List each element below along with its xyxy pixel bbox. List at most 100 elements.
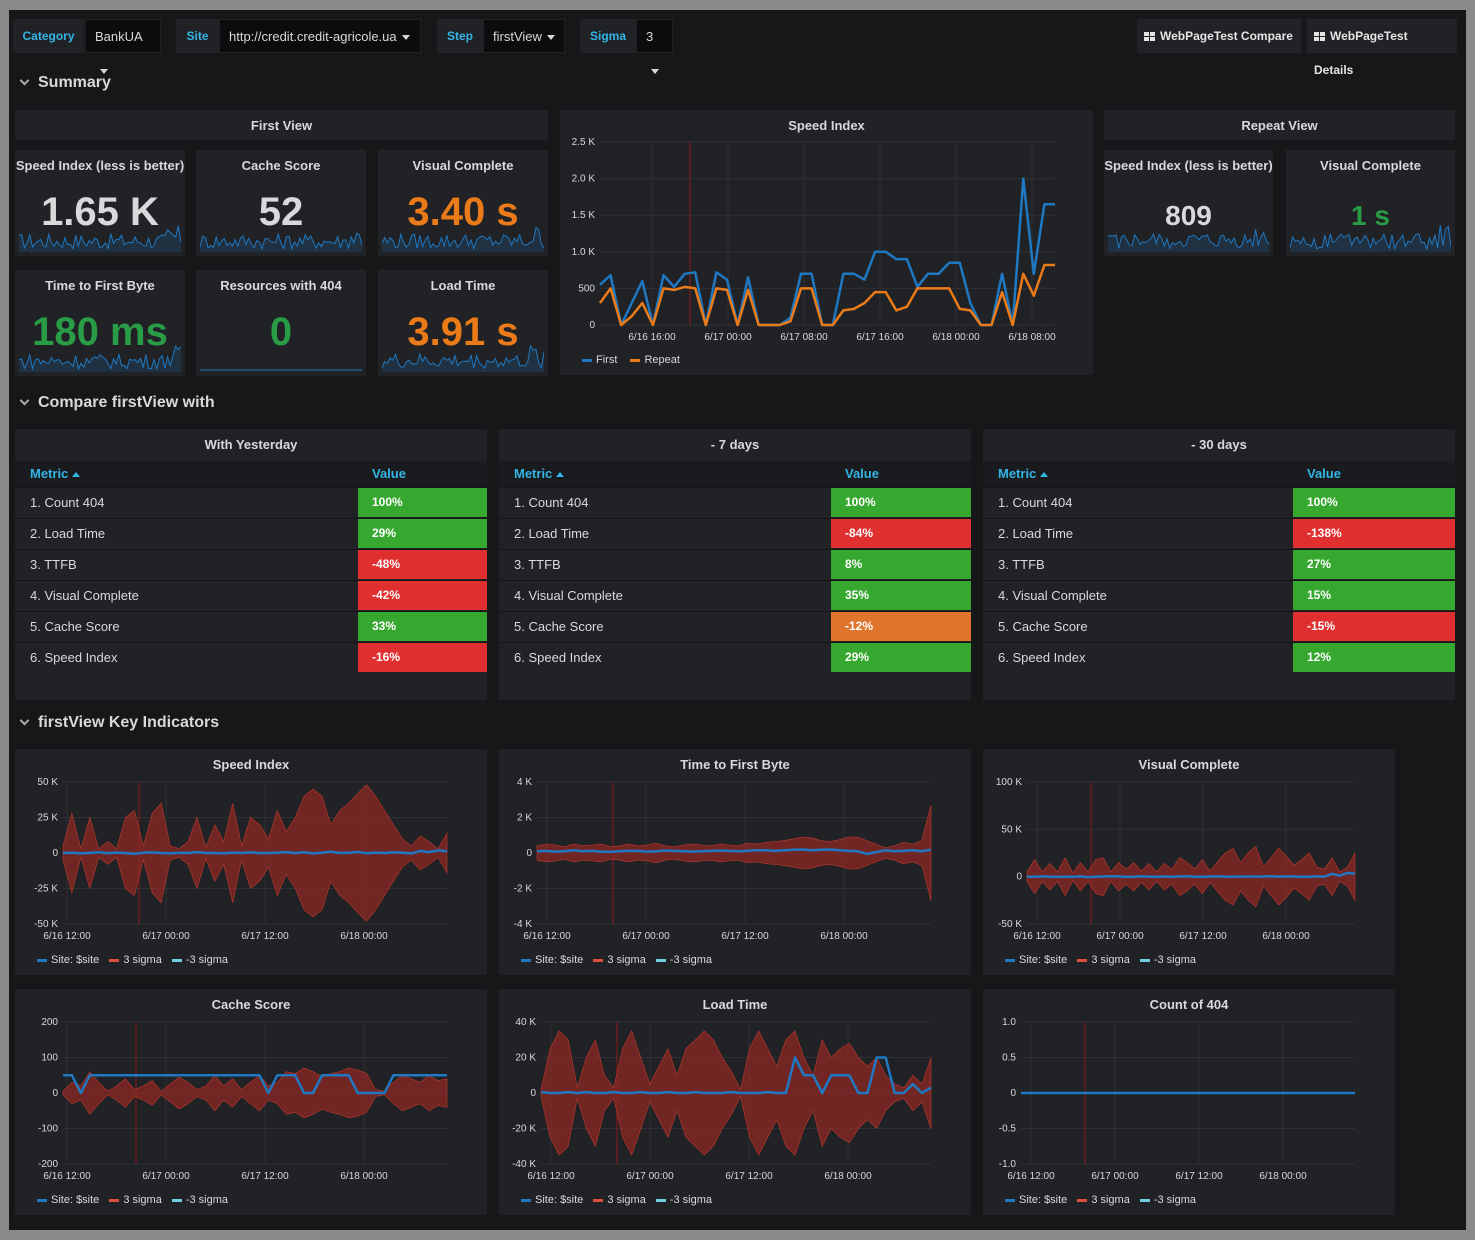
legend-item-minus-sigma[interactable]: -3 sigma xyxy=(171,954,229,966)
legend-swatch xyxy=(521,1198,531,1202)
var-select-step[interactable]: firstView xyxy=(483,19,565,53)
legend-item-plus-sigma[interactable]: 3 sigma xyxy=(1077,954,1130,966)
panel-title: Repeat View xyxy=(1241,118,1318,133)
legend-item-minus-sigma[interactable]: -3 sigma xyxy=(1139,954,1196,966)
legend-item-minus-sigma[interactable]: -3 sigma xyxy=(655,954,713,966)
column-header-value[interactable]: Value xyxy=(845,466,879,481)
legend-item-site[interactable]: Site: $site xyxy=(521,954,583,966)
var-value-site: http://credit.credit-agricole.ua xyxy=(229,29,397,44)
legend-item-site[interactable]: Site: $site xyxy=(37,1194,99,1206)
var-label-category: Category xyxy=(13,19,84,53)
var-select-site[interactable]: http://credit.credit-agricole.ua xyxy=(219,19,421,53)
legend-item-plus-sigma[interactable]: 3 sigma xyxy=(1077,1194,1130,1206)
key-indicator-chart: 40 K 20 K 0 -20 K -40 K6/16 12:00 6/17 00:00 6… xyxy=(512,1017,932,1182)
y-tick-label: 4 K xyxy=(517,777,532,788)
stat-value: 3.91 s xyxy=(407,310,519,354)
table-row: 3. TTFB -48% xyxy=(15,549,487,579)
sparkline xyxy=(200,369,362,371)
key-indicator-chart: 4 K 2 K 0 -2 K -4 K6/16 12:00 6/17 00:00 6/17 … xyxy=(514,777,932,942)
key-indicator-panel: Count of 404 1.0 0.5 0 -0.5 -1.0 6/16 12:00 6/1… xyxy=(983,989,1395,1215)
legend-label: -3 sigma xyxy=(185,954,229,966)
table-row: 1. Count 404 100% xyxy=(983,487,1455,517)
caret-down-icon xyxy=(401,35,410,41)
stat-value: 1 s xyxy=(1351,200,1390,231)
legend-item-site[interactable]: Site: $site xyxy=(1005,1194,1067,1206)
compare-table-panel: - 7 days Metric Value 1. Count 404 100% 2. Lo… xyxy=(499,429,971,700)
column-header-metric[interactable]: Metric xyxy=(998,466,1049,481)
column-header-metric[interactable]: Metric xyxy=(30,466,81,481)
x-tick-label: 6/17 00:00 xyxy=(1096,931,1144,942)
first-view-header: First View xyxy=(15,110,548,140)
y-tick-label: 1.0 K xyxy=(572,247,596,258)
legend-item-minus-sigma[interactable]: -3 sigma xyxy=(1139,1194,1196,1206)
stat-title: Visual Complete xyxy=(412,158,514,173)
legend-item-plus-sigma[interactable]: 3 sigma xyxy=(109,1194,162,1206)
y-tick-label: -20 K xyxy=(512,1124,536,1135)
legend-item-site[interactable]: Site: $site xyxy=(1005,954,1067,966)
legend-label: Site: $site xyxy=(51,954,100,966)
y-tick-label: 20 K xyxy=(515,1053,536,1064)
legend-item-first[interactable]: First xyxy=(582,354,617,366)
legend-label: Repeat xyxy=(644,354,680,366)
legend-item-minus-sigma[interactable]: -3 sigma xyxy=(655,1194,712,1206)
column-header-metric[interactable]: Metric xyxy=(514,466,565,481)
legend-swatch xyxy=(1139,958,1150,962)
column-header-label: Metric xyxy=(30,466,69,481)
metric-value-cell: -15% xyxy=(1293,612,1455,641)
panel-title: First View xyxy=(250,118,313,133)
x-tick-label: 6/17 00:00 xyxy=(142,931,190,942)
stat-value: 0 xyxy=(269,310,293,354)
legend-swatch xyxy=(171,958,182,962)
y-tick-label: -200 xyxy=(38,1159,58,1170)
metric-name: 6. Speed Index xyxy=(30,650,118,665)
metric-value-cell: -84% xyxy=(831,519,971,548)
panel-title: Visual Complete xyxy=(1138,757,1240,772)
x-tick-label: 6/18 00:00 xyxy=(824,1171,872,1182)
legend-item-site[interactable]: Site: $site xyxy=(521,1194,583,1206)
table-header: Metric Value xyxy=(983,461,1455,487)
column-header-value[interactable]: Value xyxy=(372,466,406,481)
y-tick-label: 40 K xyxy=(515,1017,536,1028)
column-header-value[interactable]: Value xyxy=(1307,466,1341,481)
row-summary[interactable]: Summary xyxy=(19,74,111,92)
legend-item-site[interactable]: Site: $site xyxy=(37,954,99,966)
caret-down-icon xyxy=(546,35,555,41)
table-row: 2. Load Time -138% xyxy=(983,518,1455,548)
caret-down-icon xyxy=(651,69,659,75)
legend-item-minus-sigma[interactable]: -3 sigma xyxy=(171,1194,229,1206)
y-tick-label: 2.0 K xyxy=(572,174,596,185)
legend-label: First xyxy=(596,354,618,366)
var-select-sigma[interactable]: 3 xyxy=(636,19,673,75)
metric-name: 3. TTFB xyxy=(514,557,561,572)
legend-item-plus-sigma[interactable]: 3 sigma xyxy=(593,954,646,966)
y-tick-label: 0.5 xyxy=(1002,1053,1016,1064)
link-webpagetest-details[interactable]: WebPageTest Details xyxy=(1307,19,1457,77)
legend-item-plus-sigma[interactable]: 3 sigma xyxy=(593,1194,646,1206)
legend-label: -3 sigma xyxy=(185,1194,229,1206)
legend-item-repeat[interactable]: Repeat xyxy=(630,354,680,366)
row-key-indicators[interactable]: firstView Key Indicators xyxy=(19,714,219,732)
caret-down-icon xyxy=(100,69,108,75)
y-tick-label: 100 K xyxy=(996,777,1022,788)
legend-label: -3 sigma xyxy=(669,954,713,966)
row-title: Compare firstView with xyxy=(38,394,215,411)
y-tick-label: 1.0 xyxy=(1002,1017,1016,1028)
legend-item-plus-sigma[interactable]: 3 sigma xyxy=(109,954,162,966)
link-webpagetest-compare[interactable]: WebPageTest Compare xyxy=(1137,19,1301,53)
var-select-category[interactable]: BankUA xyxy=(85,19,161,75)
metric-name: 5. Cache Score xyxy=(30,619,120,634)
metric-name: 1. Count 404 xyxy=(514,495,589,510)
metric-name: 3. TTFB xyxy=(998,557,1045,572)
stat-panel: Time to First Byte 180 ms xyxy=(15,270,185,376)
y-tick-label: 2 K xyxy=(517,813,532,824)
table-row: 3. TTFB 27% xyxy=(983,549,1455,579)
metric-value-cell: -42% xyxy=(358,581,487,610)
metric-value-cell: 12% xyxy=(1293,643,1455,672)
metric-name: 4. Visual Complete xyxy=(998,588,1107,603)
table-row: 6. Speed Index -16% xyxy=(15,642,487,672)
legend-swatch xyxy=(1139,1198,1150,1202)
row-compare[interactable]: Compare firstView with xyxy=(19,394,215,412)
y-tick-label: 50 K xyxy=(37,777,58,788)
legend-swatch xyxy=(1005,1198,1015,1202)
